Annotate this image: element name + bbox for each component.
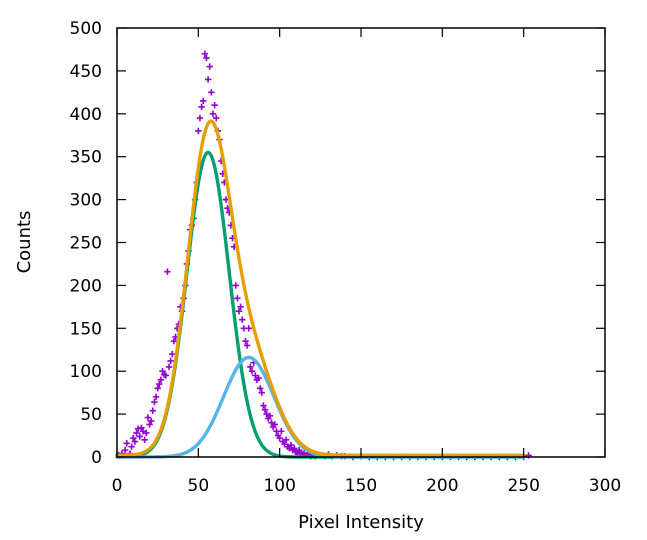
- data-point: [271, 421, 278, 428]
- x-tick-label: 300: [589, 476, 621, 496]
- y-tick-label: 350: [70, 148, 102, 168]
- data-point: [165, 363, 173, 371]
- x-tick-label: 150: [345, 476, 377, 496]
- y-tick-label: 300: [70, 191, 102, 211]
- y-tick-label: 400: [70, 105, 102, 125]
- data-point: [157, 376, 165, 383]
- data-point: [255, 374, 262, 382]
- data-point: [139, 428, 147, 435]
- data-point: [201, 50, 209, 57]
- data-point: [209, 110, 217, 117]
- y-tick-label: 450: [70, 62, 102, 82]
- data-point: [170, 337, 178, 345]
- data-point: [141, 436, 148, 444]
- data-point: [266, 412, 274, 420]
- data-point: [167, 357, 174, 365]
- data-point: [248, 368, 256, 375]
- data-point: [164, 268, 171, 275]
- data-point: [136, 433, 143, 440]
- data-point: [237, 303, 244, 311]
- data-point: [234, 295, 241, 302]
- data-point: [291, 445, 298, 452]
- data-point: [247, 363, 254, 371]
- data-point: [128, 443, 135, 450]
- data-point: [245, 325, 252, 332]
- y-tick-label: 150: [70, 319, 102, 339]
- data-point: [278, 428, 285, 435]
- data-point: [143, 429, 150, 437]
- tick-layer: 0 50 100 150 200 250 300 0 50 100 150 200 250 300 350 4…: [70, 19, 622, 496]
- y-tick-label: 50: [80, 405, 102, 425]
- x-tick-label: 50: [188, 476, 210, 496]
- data-point: [196, 114, 204, 122]
- data-point: [169, 350, 176, 358]
- plot-layer: [115, 50, 532, 461]
- data-point: [133, 429, 140, 437]
- gaussian-fit-curve: [115, 355, 526, 459]
- y-axis-title: Counts: [14, 211, 35, 274]
- data-point: [206, 63, 213, 70]
- data-point: [268, 419, 275, 426]
- data-point: [123, 440, 130, 447]
- data-point: [261, 406, 269, 414]
- data-point: [211, 102, 218, 109]
- y-tick-label: 200: [70, 276, 102, 296]
- data-point: [147, 417, 155, 425]
- data-point: [159, 368, 166, 375]
- data-point: [131, 438, 139, 445]
- data-point: [235, 307, 243, 315]
- data-point: [203, 54, 210, 62]
- y-tick-label: 500: [70, 19, 102, 39]
- data-point: [256, 385, 264, 392]
- y-tick-label: 100: [70, 362, 102, 382]
- data-point: [263, 410, 270, 418]
- data-point: [154, 385, 161, 392]
- data-point: [239, 316, 246, 323]
- data-point: [121, 446, 129, 454]
- data-point: [208, 89, 215, 96]
- gaussian-fit-curve: [115, 150, 526, 459]
- data-point: [258, 389, 265, 396]
- data-point: [152, 393, 160, 401]
- data-point: [200, 97, 207, 105]
- data-point: [243, 342, 251, 349]
- data-point: [138, 424, 145, 432]
- x-tick-label: 250: [507, 476, 539, 496]
- data-point: [242, 337, 249, 345]
- data-point: [146, 421, 153, 428]
- x-axis-title: Pixel Intensity: [298, 512, 424, 533]
- x-tick-label: 200: [426, 476, 458, 496]
- data-point: [282, 436, 290, 444]
- y-tick-label: 0: [91, 448, 102, 468]
- data-point: [276, 434, 283, 442]
- data-point: [156, 380, 163, 388]
- data-point: [162, 372, 169, 379]
- y-tick-label: 250: [70, 234, 102, 254]
- data-point: [287, 441, 295, 449]
- data-point: [252, 372, 259, 379]
- data-point: [134, 425, 142, 432]
- data-point: [151, 398, 158, 406]
- data-point: [213, 114, 220, 122]
- data-point: [149, 407, 156, 414]
- x-tick-label: 0: [112, 476, 123, 496]
- data-point: [144, 414, 152, 421]
- x-tick-label: 100: [263, 476, 295, 496]
- data-point: [130, 434, 137, 442]
- data-point: [204, 76, 212, 83]
- total-fit-curve: [115, 119, 526, 457]
- data-point: [198, 103, 205, 111]
- data-point: [232, 282, 239, 289]
- data-point: [281, 440, 288, 448]
- data-point: [260, 402, 267, 409]
- data-point: [195, 127, 202, 135]
